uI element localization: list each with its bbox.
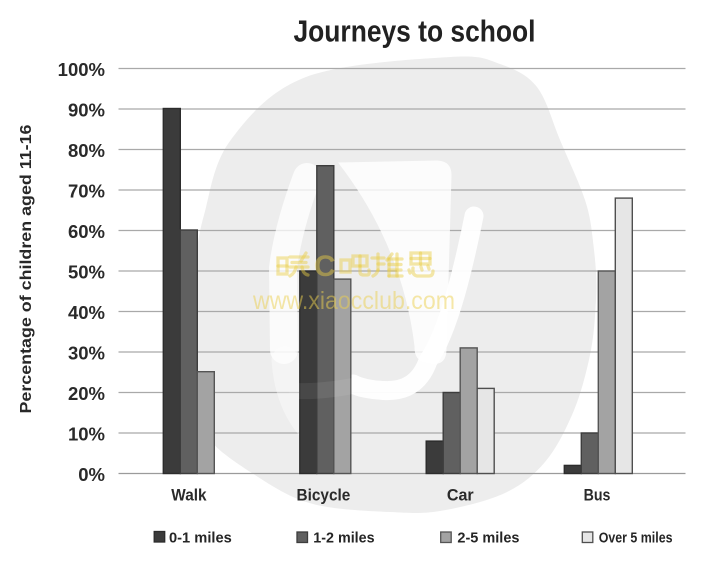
svg-text:90%: 90% (68, 100, 105, 121)
svg-text:0%: 0% (78, 464, 105, 485)
svg-text:70%: 70% (68, 181, 105, 202)
svg-text:60%: 60% (68, 221, 105, 242)
svg-text:40%: 40% (68, 302, 105, 323)
svg-text:C: C (314, 250, 336, 283)
svg-text:30%: 30% (68, 343, 105, 364)
svg-text:Over 5 miles: Over 5 miles (599, 530, 673, 546)
svg-text:80%: 80% (68, 140, 105, 161)
svg-text:www.xiaocclub.com: www.xiaocclub.com (252, 287, 455, 315)
svg-text:50%: 50% (68, 262, 105, 283)
svg-text:100%: 100% (58, 59, 105, 80)
svg-text:Bicycle: Bicycle (297, 486, 351, 505)
svg-text:Walk: Walk (171, 486, 207, 505)
svg-text:0-1 miles: 0-1 miles (169, 530, 232, 546)
svg-text:2-5 miles: 2-5 miles (457, 530, 519, 546)
svg-text:Journeys to school: Journeys to school (294, 14, 536, 49)
svg-text:10%: 10% (68, 424, 105, 445)
svg-text:Car: Car (447, 486, 474, 505)
svg-text:1-2 miles: 1-2 miles (313, 530, 374, 546)
svg-text:Bus: Bus (584, 486, 611, 505)
svg-text:20%: 20% (68, 383, 105, 404)
svg-text:Percentage of children aged 11: Percentage of children aged 11-16 (18, 124, 35, 413)
